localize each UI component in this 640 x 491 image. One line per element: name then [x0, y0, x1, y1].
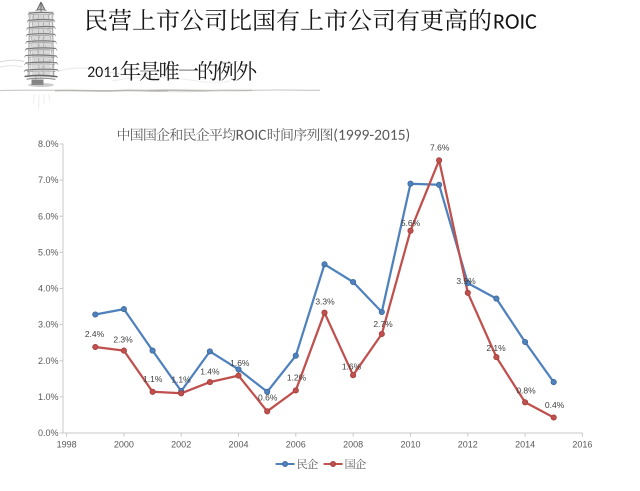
- svg-text:2.3%: 2.3%: [113, 334, 133, 344]
- svg-text:1.6%: 1.6%: [342, 361, 362, 371]
- svg-text:2008: 2008: [343, 439, 363, 449]
- svg-text:1.4%: 1.4%: [200, 367, 220, 377]
- svg-text:1.2%: 1.2%: [287, 373, 307, 383]
- svg-text:2.0%: 2.0%: [38, 356, 59, 366]
- svg-text:3.0%: 3.0%: [38, 320, 59, 330]
- svg-text:2.1%: 2.1%: [486, 343, 506, 353]
- svg-text:1.6%: 1.6%: [230, 358, 250, 368]
- svg-text:3.3%: 3.3%: [315, 297, 335, 307]
- svg-text:2014: 2014: [515, 439, 535, 449]
- svg-text:1998: 1998: [57, 439, 77, 449]
- svg-text:4.0%: 4.0%: [38, 284, 59, 294]
- svg-text:2016: 2016: [572, 439, 592, 449]
- svg-text:1.0%: 1.0%: [38, 392, 59, 402]
- svg-text:2006: 2006: [286, 439, 306, 449]
- svg-text:5.6%: 5.6%: [401, 218, 421, 228]
- svg-text:7.0%: 7.0%: [38, 175, 59, 185]
- svg-text:8.0%: 8.0%: [38, 139, 59, 149]
- svg-text:1.1%: 1.1%: [143, 374, 163, 384]
- svg-text:2012: 2012: [458, 439, 478, 449]
- svg-text:6.0%: 6.0%: [38, 211, 59, 221]
- svg-text:0.0%: 0.0%: [38, 428, 59, 438]
- svg-text:0.4%: 0.4%: [545, 400, 565, 410]
- svg-text:0.8%: 0.8%: [516, 386, 536, 396]
- svg-text:2010: 2010: [400, 439, 420, 449]
- svg-text:2004: 2004: [228, 439, 248, 449]
- svg-text:2.4%: 2.4%: [85, 329, 105, 339]
- svg-text:5.0%: 5.0%: [38, 248, 59, 258]
- svg-text:0.6%: 0.6%: [258, 392, 278, 402]
- svg-text:2000: 2000: [114, 439, 134, 449]
- svg-text:7.6%: 7.6%: [430, 142, 450, 152]
- svg-text:1.1%: 1.1%: [171, 374, 191, 384]
- svg-text:2002: 2002: [171, 439, 191, 449]
- svg-text:2.7%: 2.7%: [373, 319, 393, 329]
- svg-text:3.9%: 3.9%: [456, 276, 476, 286]
